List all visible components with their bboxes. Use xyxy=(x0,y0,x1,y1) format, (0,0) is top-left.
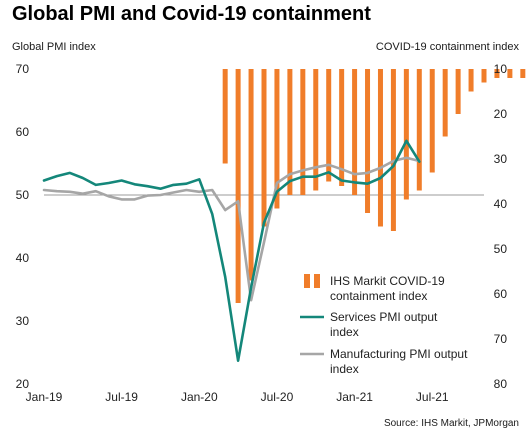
x-tick-label: Jan-21 xyxy=(336,390,373,404)
left-tick-label: 70 xyxy=(16,62,30,76)
legend-label-services: Services PMI output index xyxy=(330,310,438,339)
containment-bar xyxy=(313,69,319,191)
x-tick-label: Jul-20 xyxy=(261,390,294,404)
legend: IHS Markit COVID-19 containment index Serv… xyxy=(300,274,468,376)
containment-bar xyxy=(339,69,345,186)
left-tick-label: 20 xyxy=(16,377,30,391)
axis-ticks: 70 60 50 40 30 20 10 20 30 40 50 60 70 80 Jan-19 Jul-19… xyxy=(16,62,508,404)
left-tick-label: 40 xyxy=(16,251,30,265)
x-tick-label: Jul-19 xyxy=(105,390,138,404)
manufacturing-pmi-line xyxy=(42,156,421,302)
containment-bar xyxy=(390,69,396,231)
containment-bar xyxy=(274,69,280,209)
containment-bar xyxy=(520,69,526,78)
legend-label-manufacturing: Manufacturing PMI output index xyxy=(330,347,468,376)
containment-bar xyxy=(235,69,241,303)
x-tick-label: Jan-19 xyxy=(26,390,63,404)
containment-bars xyxy=(222,69,526,303)
right-tick-label: 40 xyxy=(494,197,508,211)
containment-bar xyxy=(468,69,474,92)
right-tick-label: 30 xyxy=(494,152,508,166)
right-tick-label: 20 xyxy=(494,107,508,121)
right-tick-label: 10 xyxy=(494,62,508,76)
containment-bar xyxy=(507,69,513,78)
pmi-lines xyxy=(42,139,421,363)
right-tick-label: 70 xyxy=(494,332,508,346)
containment-bar xyxy=(403,69,409,200)
containment-bar xyxy=(222,69,228,164)
left-tick-label: 60 xyxy=(16,125,30,139)
containment-bar xyxy=(494,69,500,78)
containment-bar xyxy=(481,69,487,83)
containment-bar xyxy=(248,69,254,281)
x-tick-label: Jan-20 xyxy=(181,390,218,404)
chart-title: Global PMI and Covid-19 containment xyxy=(12,3,371,25)
containment-bar xyxy=(455,69,461,114)
legend-label-containment: IHS Markit COVID-19 containment index xyxy=(330,274,445,303)
left-tick-label: 50 xyxy=(16,188,30,202)
containment-bar xyxy=(429,69,435,173)
services-pmi-line xyxy=(42,139,421,363)
containment-bar xyxy=(416,69,422,191)
containment-bar xyxy=(326,69,332,182)
containment-bar xyxy=(300,69,306,195)
left-tick-label: 30 xyxy=(16,314,30,328)
containment-bar xyxy=(261,69,267,227)
right-axis-label: COVID-19 containment index xyxy=(375,41,519,53)
right-tick-label: 60 xyxy=(494,287,508,301)
containment-bar xyxy=(352,69,358,195)
left-axis-label: Global PMI index xyxy=(12,41,96,53)
containment-bar xyxy=(377,69,383,227)
right-tick-label: 80 xyxy=(494,377,508,391)
legend-swatch-containment xyxy=(314,274,320,288)
legend-swatch-containment xyxy=(304,274,310,288)
containment-bar xyxy=(287,69,293,195)
containment-bar xyxy=(442,69,448,137)
source-note: Source: IHS Markit, JPMorgan xyxy=(383,418,519,429)
containment-bar xyxy=(365,69,371,213)
x-tick-label: Jul-21 xyxy=(416,390,449,404)
right-tick-label: 50 xyxy=(494,242,508,256)
